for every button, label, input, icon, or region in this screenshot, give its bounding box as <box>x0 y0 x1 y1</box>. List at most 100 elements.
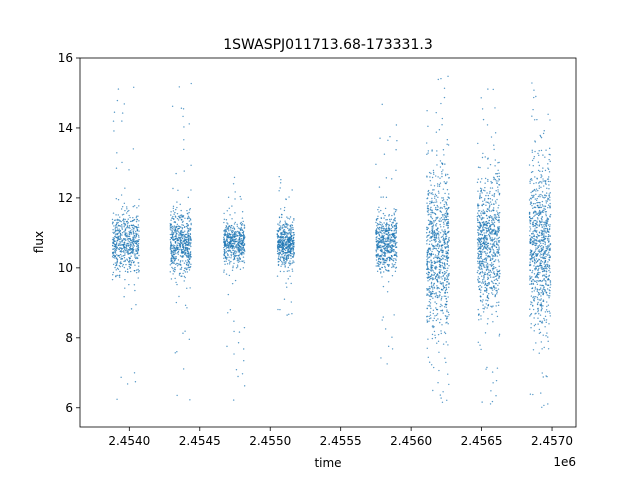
data-point <box>235 238 237 240</box>
data-point <box>114 229 117 231</box>
data-point <box>442 234 445 236</box>
data-point <box>435 302 438 305</box>
data-point <box>174 259 176 261</box>
data-point <box>183 126 185 128</box>
data-point <box>485 210 488 212</box>
data-point <box>186 268 188 270</box>
data-point <box>123 257 126 259</box>
data-point <box>445 216 447 219</box>
data-point <box>486 252 488 254</box>
data-point <box>226 242 229 245</box>
data-point <box>383 232 385 234</box>
data-point <box>132 220 134 222</box>
data-point <box>541 289 543 292</box>
data-point <box>235 368 238 371</box>
data-point <box>542 132 545 135</box>
data-point <box>286 242 288 244</box>
data-point <box>385 243 387 246</box>
data-point <box>230 243 232 246</box>
data-point <box>186 232 189 234</box>
data-point <box>381 238 383 241</box>
data-point <box>173 225 175 227</box>
data-point <box>481 301 484 303</box>
data-point <box>128 252 130 255</box>
data-point <box>128 261 130 264</box>
data-point <box>541 220 543 222</box>
data-point <box>396 241 398 244</box>
data-point <box>478 215 481 217</box>
data-point <box>538 239 541 241</box>
data-point <box>442 343 445 345</box>
data-point <box>439 202 442 204</box>
data-point <box>243 248 245 250</box>
data-point <box>530 282 533 285</box>
data-point <box>137 233 139 235</box>
data-point <box>533 96 535 99</box>
data-point <box>488 269 490 271</box>
data-point <box>529 249 532 251</box>
data-point <box>178 248 181 251</box>
data-point <box>120 244 122 246</box>
data-point <box>434 266 436 268</box>
data-point <box>376 265 379 267</box>
data-point <box>535 231 538 233</box>
data-point <box>137 226 140 228</box>
data-point <box>390 218 392 221</box>
data-point <box>385 196 388 199</box>
data-point <box>439 394 442 396</box>
data-point <box>179 234 181 236</box>
data-point <box>446 275 448 277</box>
data-point <box>170 242 172 244</box>
data-point <box>484 247 486 249</box>
data-point <box>137 245 139 247</box>
data-point <box>446 208 449 210</box>
data-point <box>496 235 498 237</box>
data-point <box>171 254 173 257</box>
data-point <box>176 351 178 353</box>
data-point <box>434 296 437 298</box>
data-point <box>538 273 540 276</box>
data-point <box>382 225 384 228</box>
data-point <box>534 214 536 217</box>
data-point <box>287 257 290 259</box>
data-point <box>531 115 533 117</box>
data-point <box>431 149 433 151</box>
data-point <box>135 237 137 239</box>
data-point <box>184 238 186 241</box>
data-point <box>534 286 537 289</box>
data-point <box>444 272 446 275</box>
data-point <box>233 232 236 234</box>
data-point <box>225 229 227 231</box>
data-point <box>498 194 501 196</box>
data-point <box>498 226 501 228</box>
data-point <box>127 210 129 213</box>
data-point <box>490 228 492 230</box>
data-point <box>427 260 429 263</box>
data-point <box>390 236 392 238</box>
data-point <box>114 251 116 253</box>
data-point <box>431 274 433 276</box>
data-point <box>535 265 537 268</box>
data-point <box>537 301 539 304</box>
data-point <box>113 245 115 248</box>
data-point <box>444 192 446 195</box>
data-point <box>185 239 187 242</box>
data-point <box>434 256 436 258</box>
data-point <box>482 222 484 224</box>
data-point <box>532 241 534 243</box>
data-point <box>121 265 124 267</box>
data-point <box>129 260 131 262</box>
data-point <box>391 239 393 241</box>
data-point <box>437 176 439 178</box>
data-point <box>486 266 489 268</box>
data-point <box>533 119 536 121</box>
data-point <box>546 268 548 270</box>
data-point <box>534 176 536 178</box>
data-point <box>291 268 293 270</box>
data-point <box>171 253 173 255</box>
data-point <box>187 238 189 241</box>
data-point <box>233 176 236 179</box>
data-point <box>243 244 245 246</box>
data-point <box>429 230 431 233</box>
data-point <box>485 204 487 207</box>
